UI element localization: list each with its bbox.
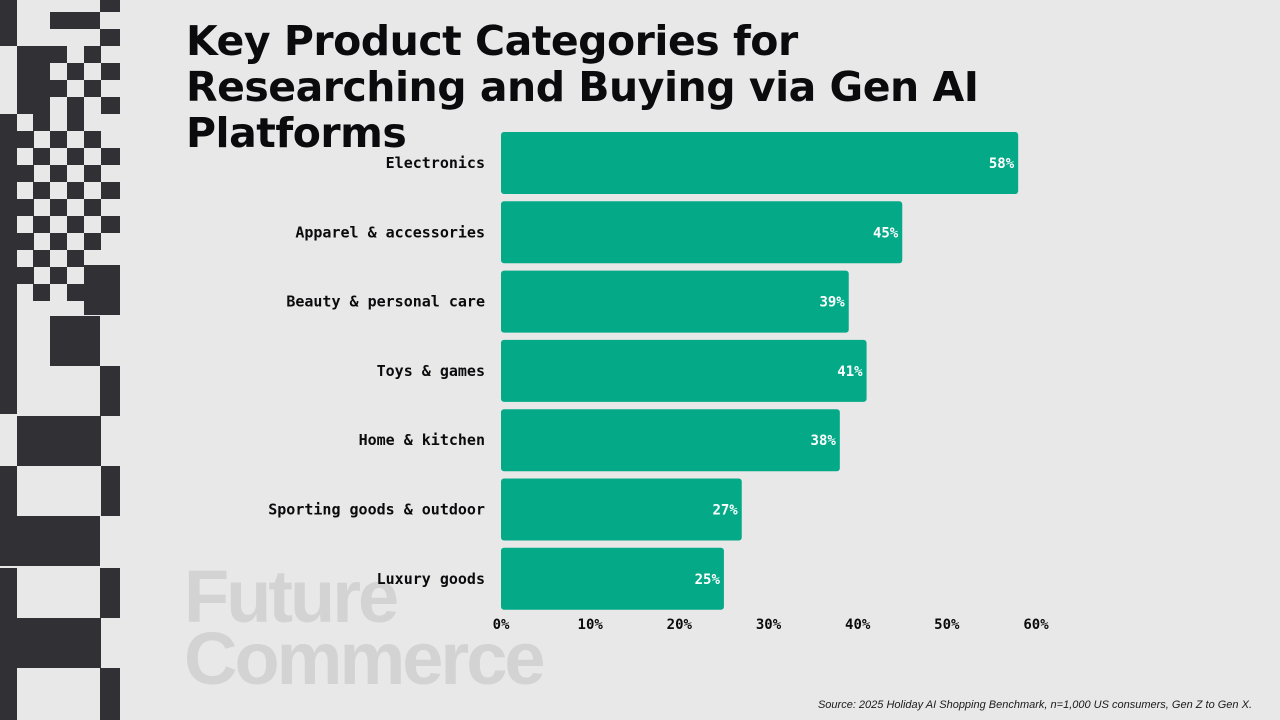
category-label: Home & kitchen	[359, 431, 485, 449]
pattern-block	[17, 618, 101, 668]
pattern-block	[101, 97, 120, 114]
pattern-block	[101, 466, 120, 516]
pattern-block	[67, 250, 84, 267]
bar	[501, 201, 903, 264]
pattern-block	[101, 216, 120, 233]
pattern-block	[100, 0, 120, 12]
pattern-block	[17, 46, 50, 114]
bar	[501, 132, 1019, 194]
watermark-line-2: Commerce	[184, 617, 546, 700]
pattern-block	[17, 267, 34, 284]
pattern-block	[33, 182, 50, 199]
pattern-block	[50, 46, 67, 63]
category-label: Electronics	[386, 154, 485, 172]
pattern-block	[50, 12, 100, 29]
bar	[501, 270, 849, 333]
pattern-block	[67, 148, 84, 165]
bar	[501, 409, 840, 472]
value-label: 41%	[837, 364, 863, 380]
x-tick-label: 60%	[1023, 617, 1049, 633]
pattern-block	[33, 148, 50, 165]
pattern-block	[67, 182, 84, 199]
x-tick-label: 40%	[845, 617, 871, 633]
pattern-block	[84, 46, 101, 63]
watermark-line-1: Future	[184, 555, 399, 638]
pattern-block	[0, 0, 17, 46]
x-tick-label: 50%	[934, 617, 960, 633]
category-label: Luxury goods	[377, 570, 485, 588]
x-tick-label: 0%	[493, 617, 510, 633]
value-label: 25%	[695, 572, 721, 588]
pattern-block	[0, 114, 17, 414]
pattern-block	[101, 63, 120, 80]
checker-pattern-decoration	[0, 0, 120, 720]
source-note: Source: 2025 Holiday AI Shopping Benchma…	[817, 699, 1252, 711]
pattern-block	[84, 199, 101, 216]
pattern-block	[84, 233, 101, 250]
pattern-block	[17, 199, 34, 216]
pattern-block	[33, 250, 50, 267]
x-tick-label: 10%	[578, 617, 604, 633]
pattern-block	[84, 165, 101, 182]
value-label: 58%	[989, 156, 1015, 172]
pattern-block	[100, 668, 120, 720]
value-label: 38%	[811, 433, 837, 449]
category-label: Sporting goods & outdoor	[268, 501, 485, 519]
pattern-block	[67, 284, 84, 301]
pattern-block	[84, 131, 101, 148]
pattern-block	[67, 63, 84, 80]
pattern-block	[50, 131, 67, 148]
bar	[501, 478, 742, 541]
pattern-block	[50, 80, 67, 97]
pattern-block	[67, 114, 84, 131]
pattern-block	[100, 29, 120, 46]
pattern-block	[100, 568, 120, 618]
pattern-block	[84, 265, 120, 315]
x-tick-label: 30%	[756, 617, 782, 633]
pattern-block	[0, 568, 17, 668]
pattern-block	[50, 267, 67, 284]
pattern-block	[50, 233, 67, 250]
pattern-block	[100, 366, 120, 416]
x-tick-label: 20%	[667, 617, 693, 633]
bar	[501, 339, 867, 402]
future-commerce-watermark: Future Commerce	[184, 555, 546, 700]
value-label: 45%	[873, 225, 899, 241]
category-label: Toys & games	[377, 362, 485, 380]
value-label: 27%	[712, 503, 738, 519]
pattern-block	[50, 199, 67, 216]
category-label: Apparel & accessories	[295, 223, 485, 241]
pattern-block	[33, 114, 50, 131]
pattern-block	[67, 97, 84, 114]
pattern-block	[0, 516, 50, 566]
pattern-block	[50, 165, 67, 182]
pattern-block	[0, 668, 17, 720]
pattern-block	[67, 216, 84, 233]
pattern-block	[17, 233, 34, 250]
pattern-block	[17, 416, 101, 466]
pattern-block	[17, 131, 34, 148]
category-label: Beauty & personal care	[286, 293, 485, 311]
pattern-block	[50, 516, 100, 566]
pattern-block	[17, 165, 34, 182]
bar	[501, 547, 724, 610]
pattern-block	[84, 80, 101, 97]
pattern-block	[0, 466, 17, 516]
pattern-block	[101, 182, 120, 199]
pattern-block	[101, 148, 120, 165]
pattern-block	[33, 216, 50, 233]
chart-title: Key Product Categories for Researching a…	[186, 17, 979, 157]
value-label: 39%	[819, 295, 845, 311]
pattern-block	[50, 316, 100, 366]
pattern-block	[33, 284, 50, 301]
